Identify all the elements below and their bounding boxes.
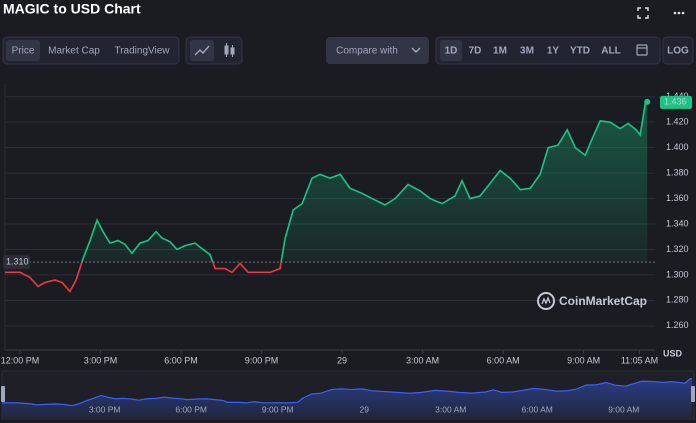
navigator-tick-label: 3:00 PM [89, 404, 121, 414]
navigator-tick-label: 6:00 AM [522, 404, 553, 414]
range-button[interactable]: 1D [445, 46, 458, 57]
navigator-line [2, 377, 693, 407]
fullscreen-icon[interactable] [637, 7, 649, 19]
watermark-logo [537, 292, 555, 310]
x-tick-label: 6:00 AM [487, 355, 520, 365]
x-tick-label: 29 [337, 355, 347, 365]
y-tick-label: 1.260 [666, 320, 689, 330]
compare-dropdown[interactable] [326, 37, 429, 64]
chevron-icon [411, 47, 421, 53]
calendar-icon[interactable] [636, 44, 648, 56]
navigator-handle-right[interactable] [691, 386, 695, 402]
navigator-tick-label: 9:00 AM [608, 404, 639, 414]
last-price-dot [644, 98, 651, 105]
range-button[interactable]: 7D [469, 46, 482, 57]
last-price-label-bg [660, 95, 692, 109]
range-active-bg [440, 40, 462, 61]
y-tick-label: 1.380 [666, 167, 689, 177]
baseline-label: 1.310 [6, 257, 29, 267]
navigator-handle-left[interactable] [1, 386, 5, 402]
navigator-tick-label: 3:00 AM [435, 404, 466, 414]
range-button[interactable]: ALL [601, 46, 620, 57]
tab-active-bg [6, 40, 40, 61]
y-tick-label: 1.320 [666, 244, 689, 254]
navigator-tick-label: 29 [359, 404, 369, 414]
last-price-label: 1.436 [664, 97, 687, 107]
navigator-tick-label: 9:00 PM [262, 404, 294, 414]
compare-label[interactable]: Compare with [336, 46, 398, 57]
line-chart-button[interactable] [190, 40, 214, 61]
x-tick-label: 11:05 AM [621, 355, 658, 365]
y-tick-label: 1.360 [666, 193, 689, 203]
navigator-area [2, 378, 693, 418]
y-tick-label: 1.420 [666, 117, 689, 127]
candle-chart-button[interactable] [224, 43, 235, 57]
navigator-tick-label: 6:00 PM [175, 404, 207, 414]
x-tick-label: 3:00 AM [406, 355, 439, 365]
range-button[interactable]: 3M [520, 46, 534, 57]
price-line-up [81, 101, 648, 263]
y-tick-label: 1.280 [666, 295, 689, 305]
line-chart-icon [194, 45, 210, 56]
y-axis-label: USD [663, 348, 683, 358]
log-label[interactable]: LOG [667, 46, 689, 57]
x-tick-label: 9:00 AM [567, 355, 600, 365]
range-button[interactable]: 1Y [547, 46, 560, 57]
log-button[interactable] [662, 36, 694, 65]
more-icon[interactable] [673, 11, 685, 15]
chart-title: MAGIC to USD Chart [3, 1, 141, 17]
x-tick-label: 6:00 PM [164, 355, 198, 365]
tab-group [2, 36, 180, 65]
price-area [81, 101, 648, 263]
watermark-logo-mark [541, 296, 551, 305]
range-button[interactable]: YTD [570, 46, 590, 57]
y-tick-label: 1.340 [666, 218, 689, 228]
tab-button[interactable]: Market Cap [48, 46, 100, 57]
tab-button[interactable]: Price [12, 46, 35, 57]
range-button[interactable]: 1M [493, 46, 507, 57]
x-tick-label: 3:00 PM [84, 355, 118, 365]
range-group [435, 36, 661, 65]
watermark: CoinMarketCap [559, 294, 647, 308]
y-tick-label: 1.300 [666, 269, 689, 279]
y-tick-label: 1.400 [666, 142, 689, 152]
x-tick-label: 12:00 PM [1, 355, 40, 365]
x-tick-label: 9:00 PM [245, 355, 279, 365]
tab-button[interactable]: TradingView [114, 46, 170, 57]
